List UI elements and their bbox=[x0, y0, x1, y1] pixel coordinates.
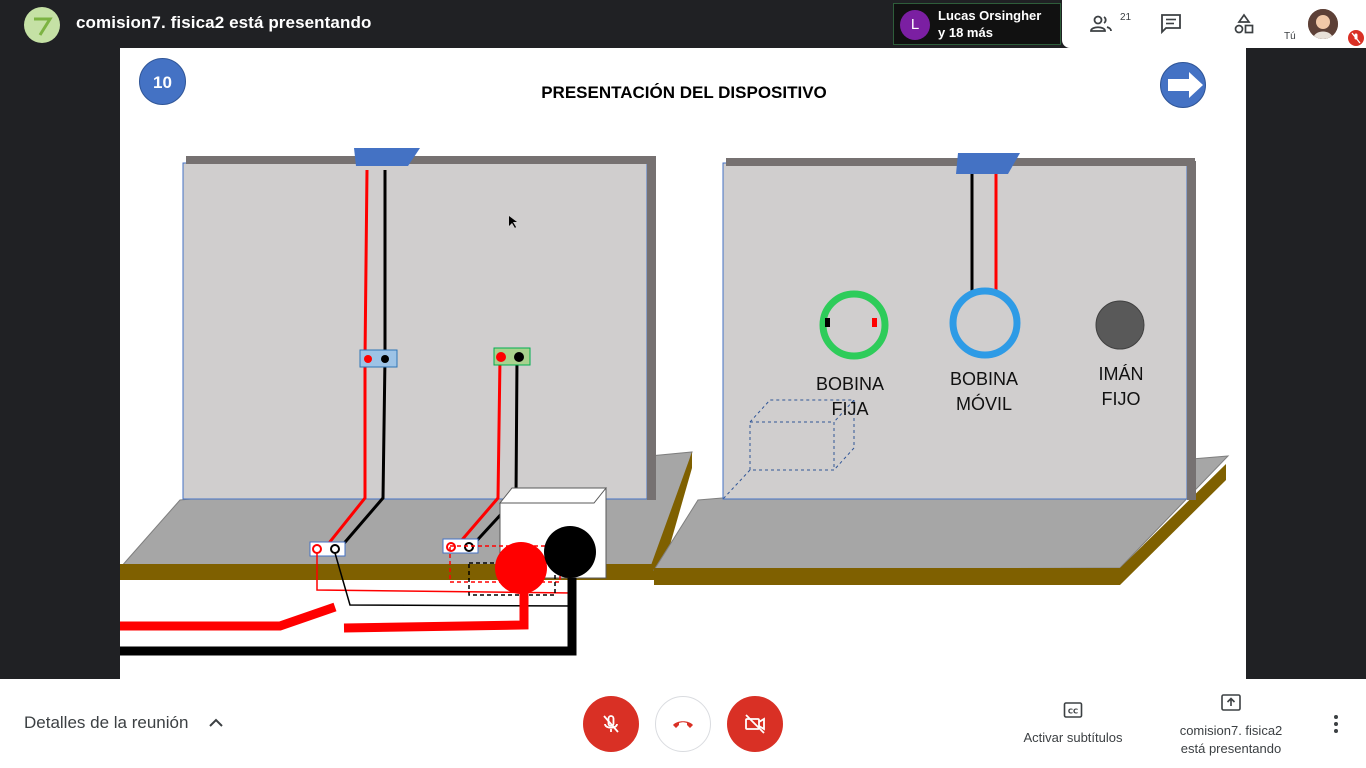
self-mic-off-icon bbox=[1348, 30, 1364, 46]
speaker-name-line1: Lucas Orsingher bbox=[938, 8, 1042, 23]
label-bobina-fija: BOBINA FIJA bbox=[800, 372, 900, 422]
active-speaker: L Lucas Orsingher y 18 más bbox=[893, 3, 1061, 45]
slide-number: 10 bbox=[139, 58, 186, 105]
present-icon bbox=[1221, 694, 1241, 711]
self-label: Tú bbox=[1284, 31, 1296, 42]
speaker-name: Lucas Orsingher y 18 más bbox=[938, 7, 1041, 41]
presenting-label: comision7. fisica2 está presentando bbox=[1170, 722, 1292, 758]
presentation-slide: 10 PRESENTACIÓN DEL DISPOSITIVO BOBINA F… bbox=[120, 48, 1246, 679]
shapes-icon bbox=[1234, 13, 1254, 34]
presenting-title: comision7. fisica2 está presentando bbox=[76, 13, 372, 32]
phone-hangup-icon bbox=[673, 721, 693, 728]
label-bobina-fija-line1: BOBINA bbox=[815, 374, 885, 394]
people-icon bbox=[1090, 15, 1112, 32]
speaker-avatar: L bbox=[900, 10, 930, 40]
speaker-name-line2: y 18 más bbox=[938, 25, 993, 40]
captions-label: Activar subtítulos bbox=[1023, 730, 1123, 745]
chevron-up-icon[interactable] bbox=[207, 716, 225, 730]
label-iman-fijo-line2: FIJO bbox=[1101, 389, 1141, 409]
more-vert-icon[interactable] bbox=[1326, 712, 1346, 736]
right-assembly bbox=[653, 153, 1230, 585]
chat-button[interactable] bbox=[1144, 0, 1198, 48]
activities-button[interactable] bbox=[1217, 0, 1271, 48]
self-tile[interactable]: Tú bbox=[1278, 0, 1366, 48]
camera-toggle-button[interactable] bbox=[727, 696, 783, 752]
label-bobina-movil-line1: BOBINA bbox=[949, 369, 1019, 389]
camera-off-icon bbox=[745, 714, 765, 734]
present-status-button[interactable]: comision7. fisica2 está presentando bbox=[1170, 693, 1292, 758]
label-iman-fijo: IMÁN FIJO bbox=[1071, 362, 1171, 412]
mic-toggle-button[interactable] bbox=[583, 696, 639, 752]
next-slide-button[interactable] bbox=[1159, 61, 1207, 109]
label-iman-fijo-line1: IMÁN bbox=[1098, 364, 1144, 384]
label-bobina-fija-line2: FIJA bbox=[831, 399, 869, 419]
presenting-label-line1: comision7. fisica2 bbox=[1179, 723, 1283, 738]
arrow-right-icon bbox=[1160, 62, 1206, 108]
hang-up-button[interactable] bbox=[655, 696, 711, 752]
label-bobina-movil-line2: MÓVIL bbox=[955, 394, 1012, 414]
device-illustration bbox=[120, 148, 1230, 656]
svg-text:CC: CC bbox=[1068, 708, 1078, 716]
presenter-avatar bbox=[24, 7, 60, 43]
bottom-bar: Detalles de la reunión CC Activar subtít… bbox=[0, 679, 1366, 768]
presenting-label-line2: está presentando bbox=[1180, 741, 1282, 756]
mic-off-icon bbox=[603, 715, 619, 733]
top-controls: 21 bbox=[1062, 0, 1278, 48]
captions-button[interactable]: CC Activar subtítulos bbox=[1010, 701, 1136, 745]
left-assembly bbox=[120, 148, 693, 656]
top-bar: comision7. fisica2 está presentando L Lu… bbox=[0, 0, 1366, 48]
self-avatar bbox=[1308, 9, 1338, 39]
mouse-cursor bbox=[509, 216, 517, 228]
cc-icon: CC bbox=[1063, 702, 1083, 718]
label-bobina-movil: BOBINA MÓVIL bbox=[934, 367, 1034, 417]
chat-icon bbox=[1161, 14, 1181, 35]
people-button[interactable]: 21 bbox=[1074, 0, 1132, 48]
slide-title: PRESENTACIÓN DEL DISPOSITIVO bbox=[541, 83, 827, 102]
people-count: 21 bbox=[1120, 12, 1132, 23]
meeting-details-button[interactable]: Detalles de la reunión bbox=[24, 713, 189, 732]
